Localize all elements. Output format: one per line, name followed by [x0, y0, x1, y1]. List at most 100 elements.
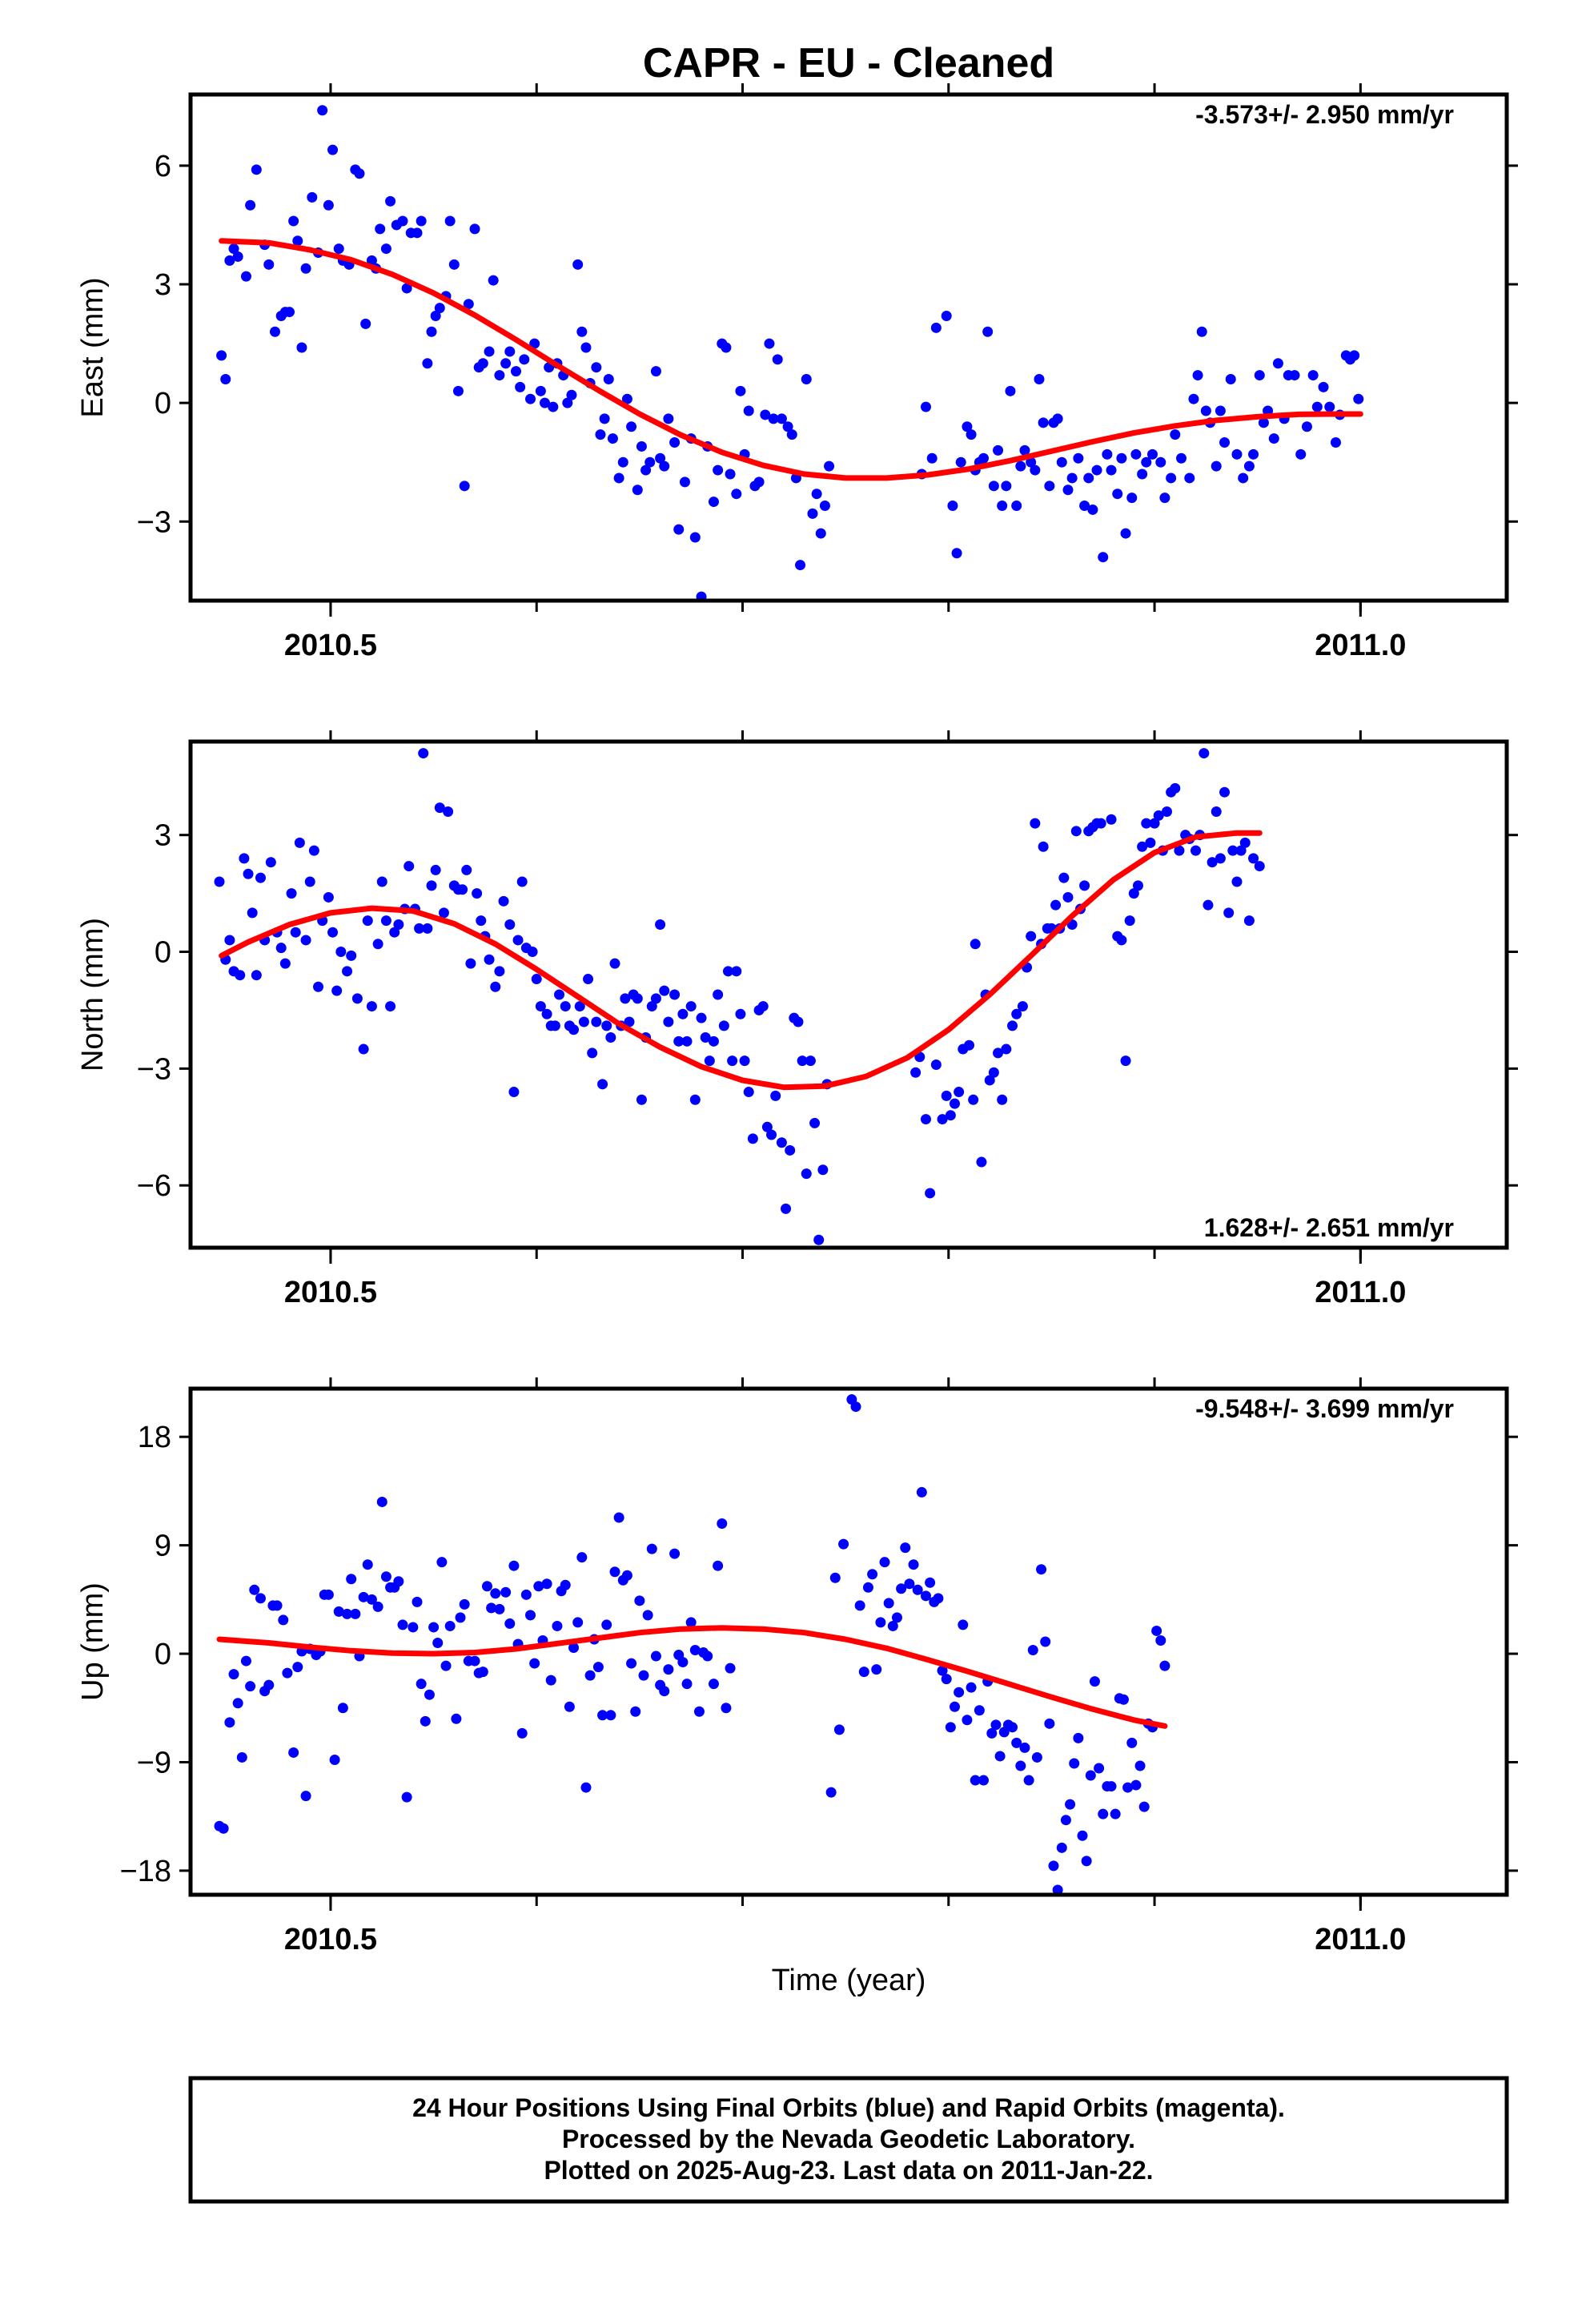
data-point [655, 919, 666, 930]
data-point [584, 1670, 596, 1681]
data-point [1001, 1043, 1012, 1055]
data-point [673, 524, 685, 535]
data-point [512, 935, 524, 946]
data-point [920, 1590, 931, 1602]
data-point [708, 1035, 719, 1047]
data-point [663, 1664, 674, 1675]
data-point [269, 326, 280, 337]
data-point [1030, 464, 1041, 476]
data-point [232, 1698, 243, 1709]
data-point [673, 1035, 685, 1047]
data-point [761, 1121, 773, 1132]
data-point [490, 1588, 501, 1599]
data-point [920, 1114, 931, 1125]
y-tick-label: −18 [120, 1855, 171, 1888]
data-point [239, 853, 250, 864]
data-point [669, 1548, 681, 1559]
data-point [920, 401, 931, 412]
data-point [580, 1782, 592, 1793]
data-point [659, 460, 670, 472]
data-point [941, 1674, 952, 1685]
data-point [1106, 814, 1117, 825]
data-point [997, 1094, 1008, 1105]
data-point [498, 895, 509, 907]
plot-frame [188, 1386, 1509, 1897]
data-point [376, 876, 387, 887]
data-point [824, 460, 835, 472]
data-point [669, 989, 681, 1000]
data-point [955, 456, 966, 468]
data-point [984, 1075, 995, 1086]
data-point [380, 915, 391, 927]
data-point [362, 1559, 373, 1570]
data-point [296, 342, 307, 353]
data-point [607, 433, 618, 444]
data-point [624, 1016, 635, 1027]
data-point [342, 966, 353, 977]
data-point [476, 915, 487, 927]
data-point [451, 1713, 462, 1724]
data-point [292, 235, 303, 247]
data-point [500, 1586, 512, 1598]
data-point [1120, 1055, 1131, 1067]
data-point [966, 1682, 977, 1693]
plot-frame [188, 92, 1509, 603]
data-point [970, 939, 981, 950]
x-tick-label: 2010.5 [284, 629, 377, 662]
data-point [700, 1031, 711, 1043]
data-point [1203, 899, 1214, 911]
data-point [560, 1579, 571, 1590]
data-point [591, 362, 602, 373]
data-point [954, 1087, 965, 1098]
data-point [1272, 358, 1283, 369]
data-point [1207, 857, 1218, 868]
data-point [1161, 806, 1172, 818]
data-point [422, 358, 433, 369]
data-point [278, 1614, 289, 1626]
data-point [747, 1133, 758, 1144]
data-point [976, 1156, 987, 1168]
data-point [562, 397, 573, 408]
data-point [954, 1687, 965, 1698]
data-point [1248, 448, 1259, 460]
data-point [910, 1067, 921, 1078]
data-point [463, 299, 474, 310]
y-tick-label: −3 [137, 505, 171, 539]
data-point [1215, 405, 1226, 416]
data-point [434, 802, 445, 814]
data-point [1174, 845, 1185, 856]
data-point [640, 464, 652, 476]
data-point [801, 1168, 812, 1180]
data-point [397, 1619, 408, 1630]
data-point [1124, 915, 1135, 927]
data-point [809, 1117, 821, 1128]
data-point [1056, 456, 1067, 468]
data-point [432, 1638, 444, 1649]
plot-area [214, 748, 1265, 1245]
data-point [404, 861, 415, 872]
data-point [725, 468, 736, 480]
data-point [646, 1001, 657, 1012]
data-point [731, 489, 742, 500]
data-point [677, 1657, 689, 1668]
data-point [1188, 393, 1199, 404]
data-point [1027, 1645, 1038, 1656]
data-point [362, 915, 373, 927]
data-point [263, 259, 275, 270]
data-point [380, 243, 391, 255]
data-point [681, 1035, 693, 1047]
data-point [282, 1667, 293, 1679]
data-point [389, 927, 400, 938]
data-point [949, 1701, 960, 1712]
data-point [883, 1598, 894, 1609]
data-point [801, 374, 812, 384]
data-point [459, 1598, 470, 1610]
data-point [452, 385, 464, 396]
data-point [455, 1612, 466, 1623]
data-point [925, 1577, 936, 1588]
data-point [224, 1717, 235, 1728]
data-point [1137, 841, 1148, 852]
x-tick-label: 2010.5 [284, 1923, 377, 1956]
data-point [308, 845, 319, 856]
data-point [1106, 464, 1117, 476]
